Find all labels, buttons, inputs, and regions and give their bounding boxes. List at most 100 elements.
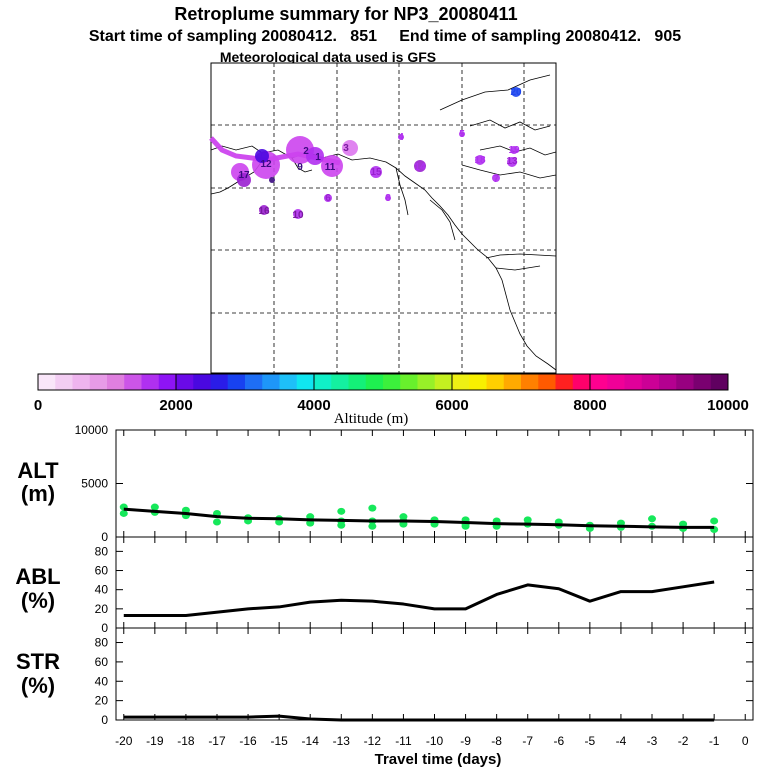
colorbar-cell [710,374,729,390]
y-tick-label: 60 [95,655,109,669]
y-tick-label: 60 [95,564,109,578]
colorbar-cell [693,374,712,390]
alt-scatter-point [119,509,128,517]
map-cluster-label: 9 [297,162,303,173]
plume-clusters [231,87,521,219]
colorbar: 0 2000 4000 6000 8000 10000 Altitude (m) [34,373,749,427]
x-tick-label: -1 [709,734,720,748]
colorbar-tick-label: 8000 [573,397,606,414]
plume-cluster [255,149,269,163]
alt-scatter-point [710,517,719,525]
x-tick-label: -5 [585,734,596,748]
map-cluster-label: 6 [325,193,331,204]
x-tick-label: -19 [146,734,164,748]
x-tick-label: -18 [177,734,195,748]
x-tick-label: -4 [616,734,627,748]
y-tick-label: 5000 [81,477,108,491]
colorbar-cell [469,374,487,390]
x-tick-label: -16 [239,734,257,748]
y-tick-label: 80 [95,544,109,558]
colorbar-cell [124,374,142,390]
figure-title: Retroplume summary for NP3_20080411 [174,4,517,24]
colorbar-cell [193,374,211,390]
colorbar-cell [659,374,677,390]
x-tick-label: -20 [115,734,133,748]
alt-scatter-point [150,503,159,511]
map-frame [210,62,557,374]
colorbar-cell [400,374,418,390]
abl-panel-label: ABL [15,564,60,589]
colorbar-cell [624,374,643,390]
colorbar-cell [521,374,539,390]
plume-cluster [398,134,404,140]
colorbar-cell [572,374,591,390]
x-axis-label: Travel time (days) [375,751,502,768]
plume-cluster [324,194,332,202]
map-cluster-label: 7 [493,174,499,185]
x-tick-label: -7 [522,734,533,748]
map-cluster-label: 20 [510,87,522,98]
map-cluster-label: 15 [370,167,382,178]
colorbar-cell [434,374,453,390]
map-cluster-label: 3 [343,143,349,154]
abl-panel-unit: (%) [21,588,55,613]
colorbar-cell [262,374,280,390]
colorbar-cell [590,374,608,390]
colorbar-label: Altitude (m) [334,411,409,427]
colorbar-cell [210,374,229,390]
x-tick-label: -2 [678,734,689,748]
colorbar-cell [348,374,367,390]
x-tick-label: -10 [426,734,444,748]
y-tick-label: 20 [95,602,109,616]
abl-panel: 80 60 40 20 0 [95,537,753,635]
colorbar-cell [89,374,108,390]
alt-scatter-point [368,504,377,512]
plume-cluster [511,87,521,97]
plume-cluster [510,146,518,154]
alt-scatter-point [337,521,346,529]
plume-cluster [492,174,500,182]
x-tick-label: -14 [302,734,320,748]
map-cluster-label: 11 [325,162,336,173]
x-tick-label: 0 [742,734,749,748]
colorbar-cell [245,374,263,390]
met-data-line: Meteorological data used is GFS [220,49,436,65]
colorbar-cell [452,374,470,390]
x-tick-label: -9 [460,734,471,748]
colorbar-cell [676,374,694,390]
alt-scatter-point [337,507,346,515]
panels-frame [115,429,754,721]
alt-panel-unit: (m) [21,481,55,506]
map-cluster-label: 18 [474,155,486,166]
series-line [123,580,715,618]
alt-scatter-point [212,518,221,526]
colorbar-cell [503,374,522,390]
colorbar-cell [279,374,298,390]
colorbar-cell [365,374,384,390]
colorbar-cell [331,374,349,390]
plume-cluster [507,157,517,167]
colorbar-tick-label: 0 [34,397,42,414]
x-tick-label: -8 [491,734,502,748]
map-cluster-label: 1 [315,152,321,163]
alt-scatter-point [648,515,657,523]
colorbar-cell [296,374,315,390]
map-cluster-label: 16 [258,206,270,217]
map-cluster-label: 17 [238,170,250,181]
y-tick-label: 80 [95,636,109,650]
y-tick-label: 40 [95,583,109,597]
plume-cluster [293,209,303,219]
plume-cluster [475,155,485,165]
series-line [123,507,715,529]
str-panel-unit: (%) [21,673,55,698]
colorbar-cell [486,374,505,390]
map-grid [211,63,556,373]
colorbar-cell [607,374,625,390]
x-tick-label: -15 [270,734,288,748]
colorbar-tick-label: 4000 [297,397,330,414]
plume-cluster [370,166,382,178]
map-cluster-label: 13 [506,156,518,167]
x-tick-label: -17 [208,734,226,748]
plume-cluster [321,155,343,177]
